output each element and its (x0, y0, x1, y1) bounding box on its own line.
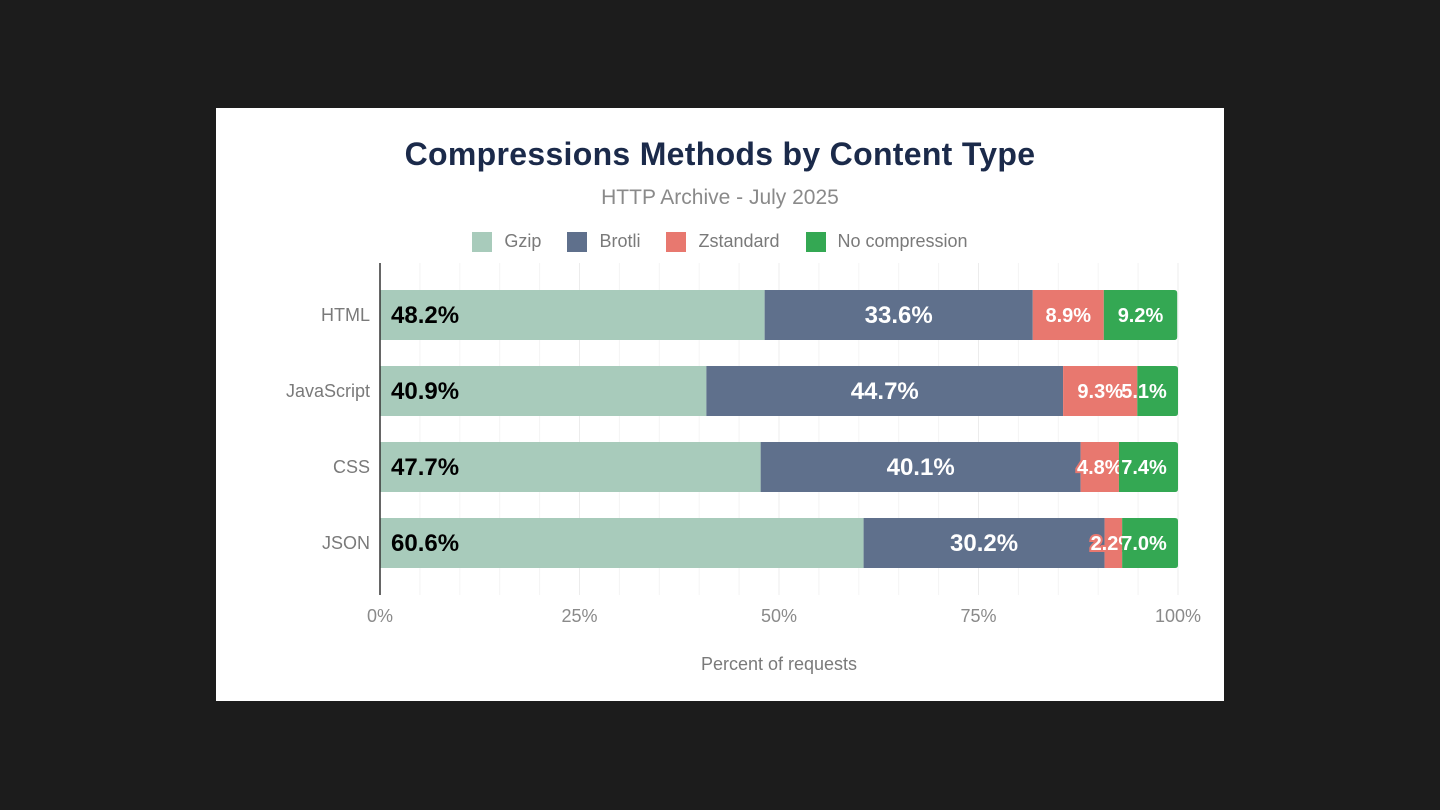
legend-item-no-compression[interactable]: No compression (805, 231, 968, 252)
legend-swatch-gzip (472, 231, 493, 252)
x-tick-label: 0% (367, 606, 393, 626)
legend-label-zstandard: Zstandard (698, 231, 780, 251)
bar-segment-gzip (380, 518, 864, 568)
chart-subtitle: HTTP Archive - July 2025 (601, 186, 839, 209)
data-label: 7.0% (1121, 533, 1167, 555)
legend-label-gzip: Gzip (504, 231, 542, 251)
stacked-bar-plot: 0% 25% 50% 75% 100% Percent of requests HTML 48… (286, 263, 1201, 674)
data-label: 5.1% (1121, 381, 1167, 403)
legend-label-no-compression: No compression (837, 231, 968, 251)
y-category-label: CSS (333, 457, 370, 477)
x-tick-label: 100% (1155, 606, 1201, 626)
bar-segment-no-compression (1137, 366, 1178, 416)
data-label: 48.2% (391, 302, 459, 329)
chart-legend: Gzip Brotli Zstandard No compression (216, 231, 1224, 252)
y-category-label: JavaScript (286, 381, 370, 401)
bar-segment-gzip (380, 366, 707, 416)
legend-item-gzip[interactable]: Gzip (472, 231, 541, 252)
bar-segment-zstandard (1080, 442, 1119, 492)
chart-card: Compressions Methods by Content Type HTT… (216, 108, 1224, 701)
data-label: 44.7% (851, 378, 919, 405)
legend-label-brotli: Brotli (599, 231, 641, 251)
bar-segment-zstandard (1063, 366, 1138, 416)
data-label: 7.4% (1121, 457, 1167, 479)
bar-segment-no-compression (1122, 518, 1178, 568)
data-label: 9.3% (1077, 381, 1123, 403)
x-axis-title: Percent of requests (701, 654, 857, 674)
bar-segment-no-compression (1103, 290, 1178, 340)
legend-swatch-brotli (567, 231, 588, 252)
data-label: 33.6% (865, 302, 933, 329)
x-tick-label: 25% (561, 606, 597, 626)
chart-title: Compressions Methods by Content Type (404, 136, 1036, 172)
legend-item-zstandard[interactable]: Zstandard (666, 231, 780, 252)
bar-segment-brotli (764, 290, 1033, 340)
data-label: 47.7% (391, 454, 459, 481)
y-category-label: JSON (322, 533, 370, 553)
bar-segment-brotli (706, 366, 1064, 416)
bar-segment-brotli (863, 518, 1105, 568)
bar-segment-brotli (760, 442, 1081, 492)
bar-segment-zstandard (1032, 290, 1104, 340)
x-tick-label: 50% (761, 606, 797, 626)
bar-segment-no-compression (1118, 442, 1178, 492)
y-category-label: HTML (321, 305, 370, 325)
data-label: 30.2% (950, 530, 1018, 557)
bar-segment-zstandard (1104, 518, 1123, 568)
data-label: 8.9% (1045, 305, 1091, 327)
legend-item-brotli[interactable]: Brotli (567, 231, 640, 252)
data-label: 4.8% (1077, 457, 1123, 479)
bar-segment-gzip (380, 442, 761, 492)
legend-swatch-zstandard (666, 231, 687, 252)
data-label: 9.2% (1118, 305, 1164, 327)
x-tick-label: 75% (960, 606, 996, 626)
legend-swatch-no-compression (805, 231, 826, 252)
data-label: 40.9% (391, 378, 459, 405)
data-label: 60.6% (391, 530, 459, 557)
bar-segment-gzip (380, 290, 765, 340)
data-label: 40.1% (887, 454, 955, 481)
